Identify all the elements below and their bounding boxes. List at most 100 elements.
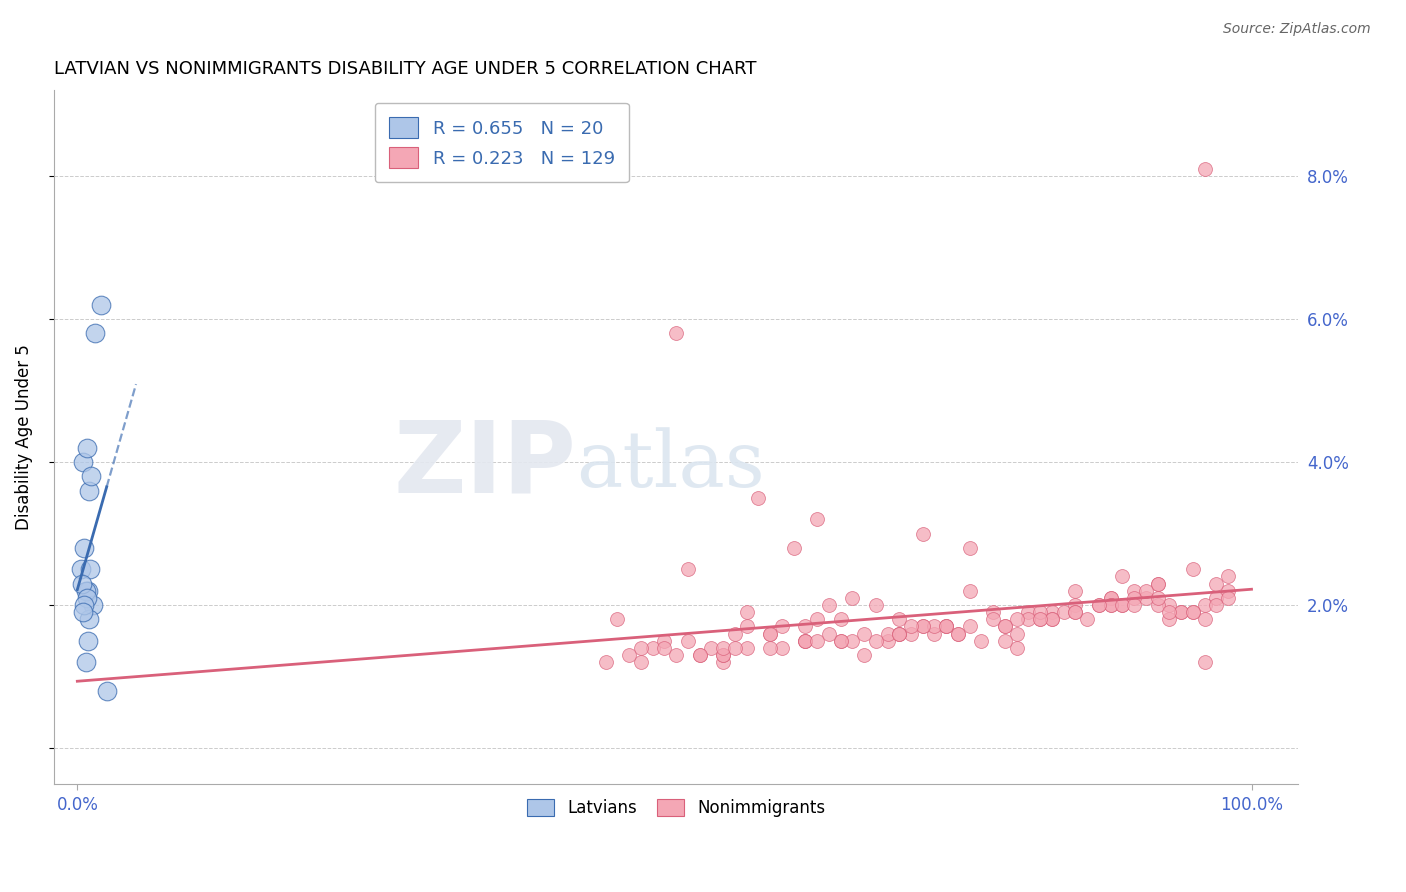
Point — [889, 626, 911, 640]
Point — [1123, 591, 1146, 605]
Point — [1029, 605, 1052, 619]
Point — [900, 626, 922, 640]
Point — [1005, 612, 1028, 626]
Point — [924, 626, 946, 640]
Point — [1029, 612, 1052, 626]
Point — [711, 648, 734, 662]
Text: LATVIAN VS NONIMMIGRANTS DISABILITY AGE UNDER 5 CORRELATION CHART: LATVIAN VS NONIMMIGRANTS DISABILITY AGE … — [53, 60, 756, 78]
Point — [1194, 161, 1216, 176]
Point — [735, 619, 758, 633]
Point — [1064, 598, 1087, 612]
Point — [75, 655, 97, 669]
Point — [841, 591, 863, 605]
Point — [630, 655, 652, 669]
Point — [1216, 583, 1239, 598]
Point — [1040, 612, 1063, 626]
Point — [994, 619, 1017, 633]
Point — [1159, 605, 1181, 619]
Point — [1216, 591, 1239, 605]
Point — [794, 633, 817, 648]
Point — [724, 640, 747, 655]
Point — [75, 583, 97, 598]
Point — [735, 605, 758, 619]
Point — [1194, 655, 1216, 669]
Point — [1088, 598, 1111, 612]
Point — [1123, 583, 1146, 598]
Point — [1135, 591, 1157, 605]
Point — [1181, 605, 1204, 619]
Point — [90, 298, 112, 312]
Point — [1170, 605, 1192, 619]
Point — [959, 583, 981, 598]
Point — [96, 683, 118, 698]
Point — [935, 619, 957, 633]
Text: ZIP: ZIP — [394, 417, 576, 513]
Legend: Latvians, Nonimmigrants: Latvians, Nonimmigrants — [520, 792, 832, 824]
Point — [1205, 576, 1227, 591]
Point — [1111, 598, 1133, 612]
Point — [1005, 640, 1028, 655]
Point — [77, 483, 100, 498]
Point — [889, 612, 911, 626]
Point — [724, 626, 747, 640]
Point — [676, 562, 699, 576]
Point — [865, 633, 887, 648]
Point — [959, 541, 981, 555]
Point — [759, 640, 782, 655]
Point — [806, 633, 828, 648]
Point — [876, 626, 898, 640]
Point — [1111, 569, 1133, 583]
Point — [830, 633, 852, 648]
Point — [759, 626, 782, 640]
Point — [1053, 605, 1076, 619]
Point — [70, 576, 93, 591]
Point — [700, 640, 723, 655]
Point — [935, 619, 957, 633]
Point — [1146, 576, 1168, 591]
Point — [889, 626, 911, 640]
Point — [1040, 612, 1063, 626]
Text: atlas: atlas — [576, 427, 765, 503]
Point — [1099, 591, 1122, 605]
Point — [959, 619, 981, 633]
Point — [981, 612, 1004, 626]
Point — [1064, 583, 1087, 598]
Text: Source: ZipAtlas.com: Source: ZipAtlas.com — [1223, 22, 1371, 37]
Point — [1088, 598, 1111, 612]
Point — [73, 541, 96, 555]
Point — [1146, 591, 1168, 605]
Point — [1111, 598, 1133, 612]
Point — [665, 648, 688, 662]
Point — [794, 633, 817, 648]
Point — [1146, 576, 1168, 591]
Point — [1159, 612, 1181, 626]
Point — [794, 633, 817, 648]
Y-axis label: Disability Age Under 5: Disability Age Under 5 — [15, 344, 32, 530]
Point — [1205, 591, 1227, 605]
Point — [1099, 598, 1122, 612]
Point — [1064, 605, 1087, 619]
Point — [1216, 569, 1239, 583]
Point — [876, 633, 898, 648]
Point — [641, 640, 664, 655]
Point — [665, 326, 688, 341]
Point — [889, 626, 911, 640]
Point — [865, 598, 887, 612]
Point — [1017, 605, 1039, 619]
Point — [1076, 612, 1098, 626]
Point — [1146, 598, 1168, 612]
Point — [924, 619, 946, 633]
Point — [806, 612, 828, 626]
Point — [689, 648, 711, 662]
Point — [689, 648, 711, 662]
Point — [770, 640, 793, 655]
Point — [900, 619, 922, 633]
Point — [981, 605, 1004, 619]
Point — [77, 583, 100, 598]
Point — [79, 562, 101, 576]
Point — [1005, 626, 1028, 640]
Point — [1099, 598, 1122, 612]
Point — [82, 598, 104, 612]
Point — [1181, 605, 1204, 619]
Point — [970, 633, 993, 648]
